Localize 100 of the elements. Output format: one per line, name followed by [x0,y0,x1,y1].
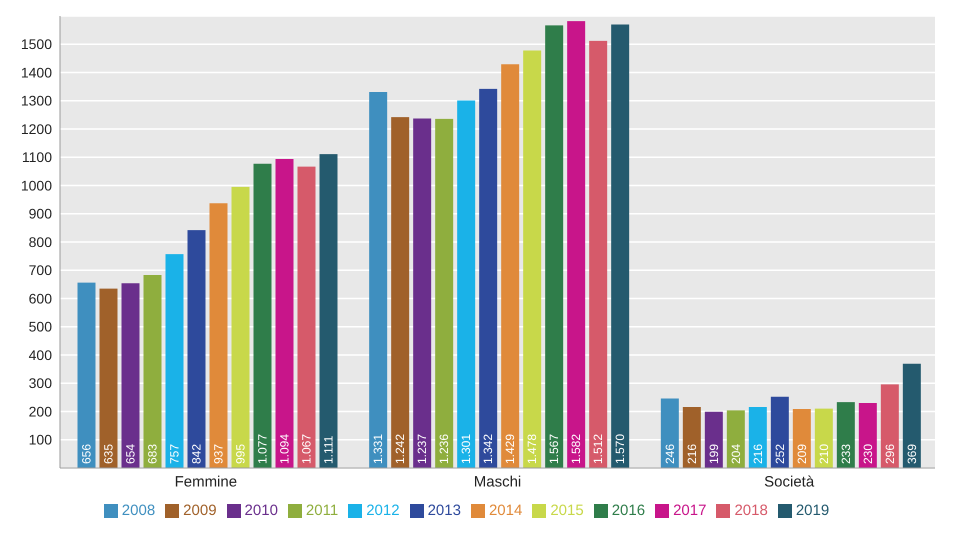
data-label: 216 [750,444,765,464]
bar [166,254,184,468]
data-label: 204 [728,444,743,464]
bar [391,117,410,468]
data-label: 1.067 [300,434,314,464]
data-label: 296 [882,444,897,464]
bar [682,406,701,468]
bar [188,230,206,468]
bar [276,158,294,468]
legend-label: 2015 [550,502,584,519]
data-label: 1.301 [459,434,474,464]
bar [880,384,899,468]
y-tick-label: 500 [28,318,52,335]
data-label: 1.342 [481,434,496,464]
data-label: 654 [124,444,138,464]
legend-label: 2019 [796,502,830,519]
data-label: 209 [794,444,809,464]
data-label: 1.236 [437,434,452,464]
data-label: 369 [904,444,919,464]
legend-label: 2016 [612,502,646,519]
bar [122,283,140,468]
data-label: 246 [662,444,677,464]
data-label: 1.111 [322,435,336,464]
bar [567,21,586,468]
bar [210,203,228,468]
bar [479,88,498,468]
bar [770,396,789,468]
legend-label: 2018 [734,502,768,519]
data-label: 1.094 [278,434,292,464]
data-label: 1.478 [525,434,540,464]
data-label: 1.570 [613,434,628,464]
legend-label: 2012 [366,502,400,519]
data-label: 757 [168,444,182,464]
data-label: 1.077 [256,434,270,464]
legend-label: 2009 [183,502,217,519]
bar [611,24,630,468]
legend-label: 2013 [428,502,461,519]
bar [78,282,96,468]
bar [858,403,877,468]
y-tick-label: 200 [28,403,52,420]
data-label: 210 [816,444,831,464]
x-tick-label: Femmine [174,474,238,491]
bar [704,412,723,468]
y-tick-label: 700 [28,262,52,278]
bar [369,92,388,468]
bar [254,164,272,468]
y-tick-label: 1200 [20,120,52,137]
y-tick-label: 1100 [22,149,52,166]
bar [320,154,338,468]
data-label: 199 [706,444,721,464]
y-tick-label: 900 [28,206,52,222]
data-label: 1.331 [371,434,386,464]
y-tick-label: 600 [28,290,52,306]
data-label: 1.429 [503,434,518,464]
y-tick-label: 1500 [20,36,52,52]
data-label: 230 [860,444,875,464]
data-label: 656 [80,444,94,464]
bar [726,410,745,468]
legend-label: 2008 [122,502,156,519]
bar [298,166,316,468]
y-tick-label: 300 [28,375,52,392]
data-label: 1.567 [547,434,562,464]
data-label: 1.237 [415,434,430,464]
y-tick-label: 1400 [20,64,52,80]
data-label: 233 [838,444,853,464]
bar [902,364,921,468]
y-tick-label: 800 [28,234,52,250]
data-label: 1.242 [393,434,408,464]
bar [814,408,833,468]
bar [144,275,162,468]
bar [792,408,811,468]
y-tick-label: 1000 [20,177,52,194]
legend-label: 2017 [673,502,706,519]
x-tick-label: Maschi [474,474,522,491]
y-tick-label: 1300 [20,92,52,109]
data-label: 1.512 [591,434,606,464]
data-label: 937 [212,444,226,464]
x-tick-label: Società [764,474,815,491]
legend-label: 2014 [488,502,522,519]
y-tick-label: 100 [28,432,52,448]
bar [589,40,608,468]
bar [523,50,542,468]
bar [100,288,118,468]
data-label: 216 [684,444,699,464]
data-label: 1.582 [569,434,584,464]
y-tick-label: 400 [28,346,52,363]
bar [413,118,432,468]
bar [457,100,476,468]
data-label: 635 [102,444,116,464]
bar [660,398,679,468]
bar [836,402,855,468]
data-label: 842 [190,444,204,464]
bar [545,25,564,468]
bar [232,186,250,468]
data-label: 252 [772,444,787,464]
bar [501,64,520,468]
legend-label: 2011 [306,502,338,519]
bar [748,406,767,468]
bar [435,118,454,468]
data-label: 683 [146,444,160,464]
